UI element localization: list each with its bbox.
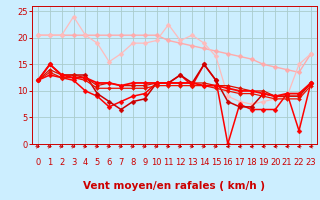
X-axis label: Vent moyen/en rafales ( km/h ): Vent moyen/en rafales ( km/h ) [84,181,265,191]
